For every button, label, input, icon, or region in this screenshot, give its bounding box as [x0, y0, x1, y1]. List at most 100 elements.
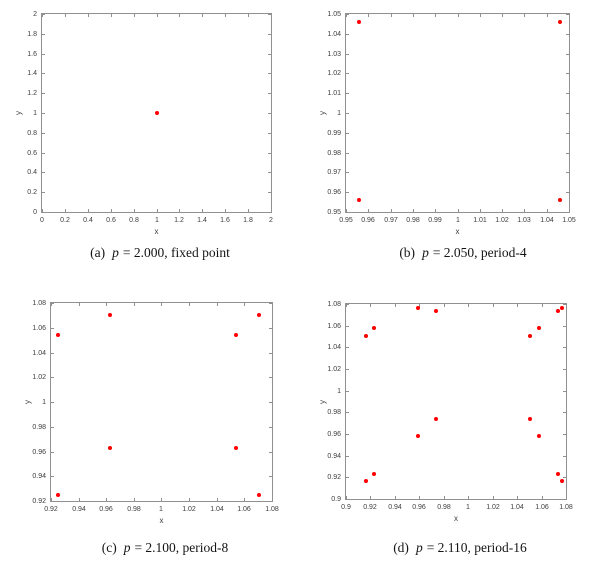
y-tick: [269, 353, 272, 354]
x-tick: [493, 496, 494, 499]
y-tick: [268, 172, 271, 173]
y-tick: [346, 304, 349, 305]
x-tick: [370, 304, 371, 307]
y-tick: [51, 476, 54, 477]
y-tick: [268, 113, 271, 114]
x-tick: [111, 14, 112, 17]
x-tick: [419, 496, 420, 499]
y-tick: [51, 328, 54, 329]
x-tick: [395, 496, 396, 499]
x-tick-label: 0.2: [60, 217, 70, 224]
y-tick-label: 1.08: [32, 300, 46, 307]
y-tick-label: 1.04: [32, 350, 46, 357]
y-tick: [346, 499, 349, 500]
data-point: [434, 416, 439, 421]
x-tick: [244, 303, 245, 306]
y-tick-label: 1.02: [32, 374, 46, 381]
y-tick-label: 0.92: [32, 498, 46, 505]
data-point: [256, 492, 261, 497]
x-tick-label: 1.2: [174, 217, 184, 224]
y-tick: [566, 212, 569, 213]
data-point: [372, 472, 377, 477]
x-tick: [419, 304, 420, 307]
y-tick: [563, 326, 566, 327]
data-point: [154, 111, 159, 115]
y-tick: [51, 427, 54, 428]
x-tick: [202, 14, 203, 17]
x-tick: [65, 14, 66, 17]
x-tick-label: 1.02: [486, 504, 500, 511]
y-tick-label: 0.9: [331, 496, 341, 503]
caption-d-parameter: p: [415, 540, 423, 555]
data-point: [536, 433, 541, 438]
x-tick: [244, 498, 245, 501]
x-tick: [272, 303, 273, 306]
data-point: [357, 19, 362, 24]
x-tick-label: 0: [40, 217, 44, 224]
x-tick: [480, 14, 481, 17]
x-tick: [566, 496, 567, 499]
y-tick: [268, 14, 271, 15]
y-tick: [346, 412, 349, 413]
y-tick-label: 1.02: [327, 366, 341, 373]
y-tick: [566, 172, 569, 173]
y-tick: [346, 34, 349, 35]
x-tick: [134, 303, 135, 306]
y-tick-label: 0.4: [27, 169, 37, 176]
y-tick-label: 0.98: [327, 409, 341, 416]
x-tick: [42, 209, 43, 212]
y-tick: [566, 14, 569, 15]
x-tick: [111, 209, 112, 212]
y-tick: [51, 452, 54, 453]
x-tick: [458, 14, 459, 17]
y-tick: [269, 476, 272, 477]
x-tick: [88, 14, 89, 17]
y-tick-label: 0.92: [327, 474, 341, 481]
x-tick-label: 0.99: [428, 217, 442, 224]
x-tick-label: 1.08: [265, 506, 279, 513]
x-tick: [502, 14, 503, 17]
caption-b-text: = 2.050, period-4: [432, 245, 527, 260]
x-tick: [106, 498, 107, 501]
y-tick: [346, 326, 349, 327]
y-tick: [42, 212, 45, 213]
x-axis-label: x: [455, 227, 460, 236]
data-point: [55, 333, 60, 338]
x-tick: [271, 209, 272, 212]
y-tick: [346, 434, 349, 435]
data-point: [108, 312, 113, 317]
x-tick: [157, 209, 158, 212]
y-tick: [563, 304, 566, 305]
x-tick: [569, 14, 570, 17]
plot-c-axes: [50, 302, 273, 502]
y-tick: [42, 93, 45, 94]
y-tick: [269, 452, 272, 453]
y-tick: [563, 499, 566, 500]
x-tick: [189, 303, 190, 306]
x-tick: [346, 209, 347, 212]
x-tick-label: 1.04: [540, 217, 554, 224]
y-tick: [269, 303, 272, 304]
y-tick: [51, 303, 54, 304]
x-tick: [566, 304, 567, 307]
y-tick-label: 0.96: [327, 431, 341, 438]
plot-d-axes: [345, 303, 567, 500]
y-tick: [346, 391, 349, 392]
x-axis-label: x: [159, 516, 164, 525]
x-tick: [248, 14, 249, 17]
y-tick: [268, 34, 271, 35]
x-tick: [106, 303, 107, 306]
y-tick-label: 0.94: [32, 473, 46, 480]
x-tick-label: 0.98: [127, 506, 141, 513]
x-tick-label: 0.8: [129, 217, 139, 224]
y-tick: [346, 369, 349, 370]
x-tick: [413, 14, 414, 17]
y-tick-label: 1.04: [327, 344, 341, 351]
y-tick: [268, 192, 271, 193]
x-tick: [468, 496, 469, 499]
x-tick-label: 0.96: [412, 504, 426, 511]
y-tick: [563, 412, 566, 413]
x-tick: [370, 496, 371, 499]
caption-d-text: = 2.110, period-16: [426, 540, 527, 555]
x-tick: [542, 304, 543, 307]
